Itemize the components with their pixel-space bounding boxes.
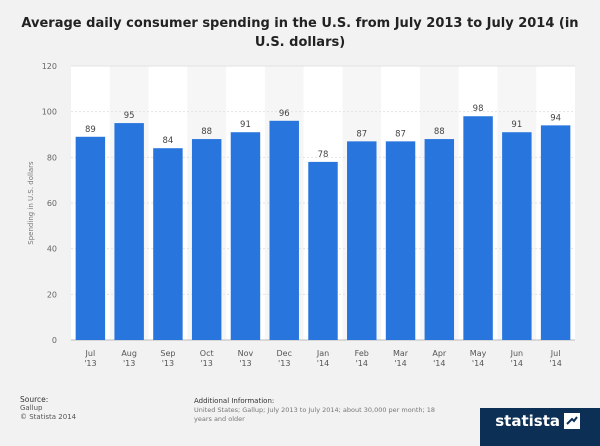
x-tick-label: May bbox=[470, 349, 487, 358]
x-tick-label: Dec bbox=[276, 349, 291, 358]
x-tick-year-label: '14 bbox=[472, 359, 484, 368]
bar-value-label: 91 bbox=[511, 120, 522, 130]
y-tick-label: 20 bbox=[47, 290, 57, 299]
x-tick-label: Jan bbox=[316, 349, 329, 358]
bar[interactable] bbox=[502, 132, 532, 340]
x-tick-year-label: '13 bbox=[162, 359, 174, 368]
y-tick-label: 60 bbox=[47, 199, 57, 208]
statista-logo-icon bbox=[564, 413, 580, 429]
x-tick-year-label: '14 bbox=[317, 359, 329, 368]
bar[interactable] bbox=[230, 132, 261, 340]
y-tick-label: 0 bbox=[52, 336, 57, 345]
brand-banner bbox=[480, 408, 600, 446]
source-line: Gallup bbox=[20, 404, 43, 412]
additional-info-text: United States; Gallup; July 2013 to July… bbox=[194, 406, 436, 423]
source-block: Source: Gallup © Statista 2014 bbox=[20, 395, 76, 422]
bar[interactable] bbox=[540, 125, 571, 340]
bar[interactable] bbox=[114, 123, 144, 340]
bar-value-label: 91 bbox=[240, 120, 251, 130]
source-label: Source: bbox=[20, 395, 49, 404]
x-tick-label: Feb bbox=[355, 349, 369, 358]
bar-value-label: 95 bbox=[124, 111, 135, 121]
x-tick-year-label: '14 bbox=[433, 359, 445, 368]
x-tick-label: Apr bbox=[432, 349, 447, 358]
bar-value-label: 98 bbox=[473, 104, 484, 114]
brand-logo[interactable]: statista bbox=[495, 412, 580, 430]
bar[interactable] bbox=[347, 141, 377, 340]
x-tick-year-label: '14 bbox=[511, 359, 523, 368]
bar[interactable] bbox=[75, 136, 106, 340]
x-tick-year-label: '14 bbox=[549, 359, 561, 368]
x-tick-label: Jul bbox=[85, 349, 96, 358]
chart-title: Average daily consumer spending in the U… bbox=[21, 16, 579, 50]
bar-value-label: 78 bbox=[318, 150, 329, 160]
copyright-line: © Statista 2014 bbox=[20, 413, 77, 421]
bar-value-label: 84 bbox=[163, 136, 174, 146]
y-tick-label: 80 bbox=[47, 153, 57, 162]
bar[interactable] bbox=[463, 116, 493, 340]
y-tick-label: 40 bbox=[47, 245, 57, 254]
bar-value-label: 89 bbox=[85, 125, 96, 135]
bar[interactable] bbox=[191, 139, 222, 340]
x-tick-label: Aug bbox=[121, 349, 137, 358]
x-tick-label: Oct bbox=[200, 349, 214, 358]
bar-value-label: 96 bbox=[279, 109, 290, 119]
x-tick-label: Jul bbox=[550, 349, 561, 358]
x-tick-year-label: '13 bbox=[123, 359, 135, 368]
x-tick-year-label: '14 bbox=[356, 359, 368, 368]
y-tick-label: 100 bbox=[42, 108, 57, 117]
x-tick-label: Nov bbox=[238, 349, 254, 358]
bar[interactable] bbox=[153, 148, 183, 340]
x-tick-year-label: '13 bbox=[239, 359, 251, 368]
bar[interactable] bbox=[385, 141, 416, 340]
bar[interactable] bbox=[424, 139, 455, 340]
y-axis-title: Spending in U.S. dollars bbox=[27, 161, 35, 245]
x-tick-year-label: '13 bbox=[84, 359, 96, 368]
x-tick-year-label: '13 bbox=[200, 359, 212, 368]
bar-value-label: 87 bbox=[395, 129, 406, 139]
bar-value-label: 88 bbox=[434, 127, 445, 137]
x-tick-year-label: '14 bbox=[394, 359, 406, 368]
bar-value-label: 88 bbox=[201, 127, 212, 137]
bar[interactable] bbox=[269, 120, 299, 340]
x-tick-label: Jun bbox=[510, 349, 524, 358]
y-tick-label: 120 bbox=[42, 62, 57, 71]
bar-value-label: 94 bbox=[550, 113, 561, 123]
bar-value-label: 87 bbox=[356, 129, 367, 139]
brand-name: statista bbox=[495, 412, 560, 430]
x-tick-label: Sep bbox=[160, 349, 175, 358]
chart-canvas: 0 20 40 60 80 100 120 Spending in U.S. dollars 8… bbox=[27, 62, 575, 368]
additional-info-block: Additional Information: United States; G… bbox=[194, 397, 444, 424]
x-tick-label: Mar bbox=[393, 349, 409, 358]
bar[interactable] bbox=[308, 161, 338, 340]
additional-info-label: Additional Information: bbox=[194, 397, 275, 405]
x-tick-year-label: '13 bbox=[278, 359, 290, 368]
